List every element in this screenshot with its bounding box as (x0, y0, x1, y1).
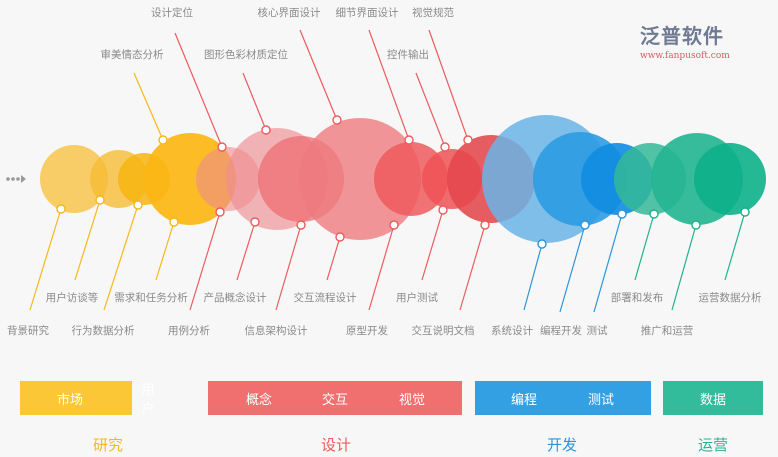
anchor-dot (95, 195, 105, 205)
phase-label-ops: 运营 (697, 436, 729, 454)
anchor-dot (537, 239, 547, 249)
anchor-dot (335, 232, 345, 242)
bottom-label: 交互说明文档 (412, 324, 475, 337)
anchor-dot (438, 205, 448, 215)
anchor-dot (389, 220, 399, 230)
anchor-dot (649, 209, 659, 219)
anchor-dot (404, 135, 414, 145)
leader-line (368, 29, 410, 141)
leader-line (671, 224, 697, 311)
anchor-dot (215, 207, 225, 217)
bottom-label: 测试 (587, 324, 608, 337)
watermark-url: www.fanpusoft.com (640, 51, 730, 61)
leader-line (326, 236, 341, 281)
stage-item: 概念 (245, 392, 273, 408)
leader-line (103, 204, 139, 311)
anchor-dot (261, 125, 271, 135)
bottom-label: 背景研究 (7, 324, 49, 337)
bottom-label: 需求和任务分析 (114, 291, 188, 304)
bubble (694, 143, 766, 215)
arrow-head-icon (21, 175, 26, 183)
anchor-dot (217, 142, 227, 152)
anchor-dot (158, 135, 168, 145)
anchor-dot (580, 220, 590, 230)
phase-label-dev: 开发 (546, 436, 578, 454)
leader-line (242, 72, 267, 131)
stage-item: 用户 (141, 383, 155, 417)
stage-item: 视觉 (398, 392, 426, 408)
top-label: 设计定位 (151, 6, 193, 19)
leader-line (29, 208, 62, 311)
anchor-dot (440, 142, 450, 152)
leader-line (593, 213, 623, 313)
stage-box-ops: 数据 (663, 381, 763, 415)
anchor-dot (480, 220, 490, 230)
stage-box-research: 市场 用户 (20, 381, 155, 417)
leader-line (299, 29, 338, 121)
bottom-label: 用户测试 (396, 291, 438, 304)
leader-line (189, 211, 221, 311)
anchor-dot (56, 204, 66, 214)
leader-line (236, 221, 256, 281)
arrow-dot (6, 177, 10, 181)
leader-line (275, 224, 302, 311)
stage-item: 编程 (510, 392, 538, 408)
bottom-label: 运营数据分析 (699, 291, 762, 304)
bottom-label: 原型开发 (346, 324, 388, 337)
stage-item: 市场 (56, 392, 84, 408)
leader-line (459, 224, 486, 311)
stage-item: 数据 (699, 392, 727, 408)
watermark-logo: 泛普软件 www.fanpusoft.com (640, 20, 730, 61)
leader-line (634, 213, 655, 281)
bottom-label: 推广和运营 (641, 324, 694, 337)
leader-line (133, 72, 164, 141)
top-label: 图形色彩材质定位 (204, 48, 288, 61)
bottom-label: 信息架构设计 (245, 324, 308, 337)
leader-line (428, 29, 469, 141)
anchor-dot (169, 217, 179, 227)
bottom-label: 产品概念设计 (204, 291, 267, 304)
watermark-name: 泛普软件 (640, 24, 724, 48)
anchor-dot (296, 220, 306, 230)
leader-line (74, 199, 101, 281)
leader-line (155, 221, 175, 281)
top-label: 审美情态分析 (101, 48, 164, 61)
leader-line (174, 32, 223, 148)
anchor-dot (332, 115, 342, 125)
arrow-dot (11, 177, 15, 181)
top-label: 细节界面设计 (336, 6, 399, 19)
leader-line (523, 243, 543, 311)
anchor-dot (691, 220, 701, 230)
leader-line (559, 224, 586, 313)
stage-box-design: 概念 交互 视觉 (208, 381, 462, 415)
phase-label-research: 研究 (92, 436, 124, 454)
bottom-label: 行为数据分析 (72, 324, 135, 337)
top-label: 视觉规范 (412, 6, 454, 19)
bubble (40, 145, 108, 213)
leader-line (415, 72, 446, 148)
anchor-dot (617, 209, 627, 219)
bottom-label: 系统设计 (491, 324, 533, 337)
stage-item: 交互 (321, 392, 349, 408)
leader-line (421, 209, 444, 281)
stage-box-dev: 编程 测试 (475, 381, 651, 415)
leader-line (724, 211, 746, 281)
anchor-dot (133, 200, 143, 210)
anchor-dot (463, 135, 473, 145)
arrow-dot (16, 177, 20, 181)
stage-item: 测试 (587, 392, 615, 408)
top-label: 核心界面设计 (258, 6, 321, 19)
bottom-label: 用例分析 (168, 324, 210, 337)
anchor-dot (740, 207, 750, 217)
phase-label-design: 设计 (320, 436, 352, 454)
leader-line (368, 224, 395, 311)
anchor-dot (250, 217, 260, 227)
bottom-label: 用户访谈等 (46, 291, 99, 304)
bottom-label: 编程开发 (540, 324, 582, 337)
top-label: 控件输出 (387, 48, 429, 61)
bottom-label: 交互流程设计 (294, 291, 357, 304)
bottom-label: 部署和发布 (611, 291, 664, 304)
